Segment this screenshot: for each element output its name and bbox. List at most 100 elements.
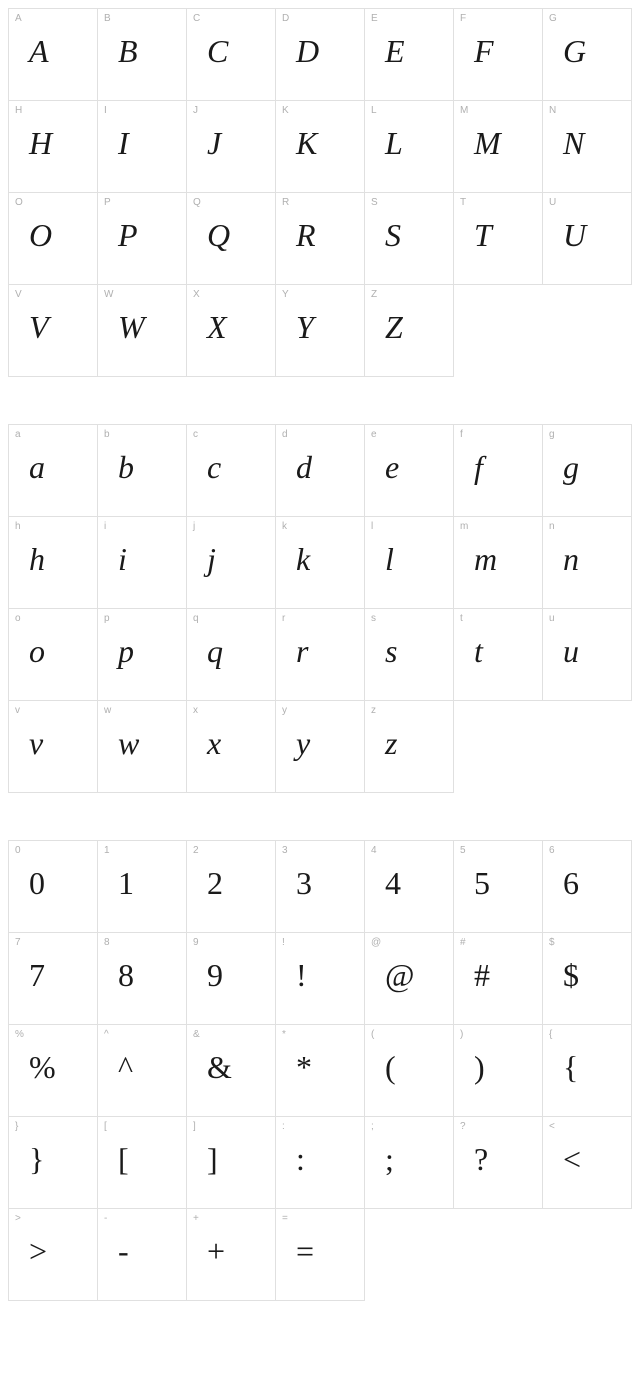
- glyph-cell[interactable]: OO: [9, 193, 98, 285]
- glyph-cell[interactable]: DD: [276, 9, 365, 101]
- glyph-cell[interactable]: kk: [276, 517, 365, 609]
- glyph-cell[interactable]: MM: [454, 101, 543, 193]
- glyph-cell[interactable]: }}: [9, 1117, 98, 1209]
- glyph-cell[interactable]: ??: [454, 1117, 543, 1209]
- glyph-row: VVWWXXYYZZ: [9, 285, 632, 377]
- glyph-cell[interactable]: ]]: [187, 1117, 276, 1209]
- glyph-cell[interactable]: ii: [98, 517, 187, 609]
- glyph-display: g: [543, 447, 631, 487]
- glyph-cell[interactable]: GG: [543, 9, 632, 101]
- glyph-cell[interactable]: oo: [9, 609, 98, 701]
- glyph-label: i: [104, 521, 106, 532]
- glyph-cell[interactable]: mm: [454, 517, 543, 609]
- glyph-cell[interactable]: )): [454, 1025, 543, 1117]
- glyph-cell[interactable]: tt: [454, 609, 543, 701]
- glyph-cell[interactable]: 77: [9, 933, 98, 1025]
- glyph-cell[interactable]: pp: [98, 609, 187, 701]
- glyph-display: E: [365, 31, 453, 71]
- glyph-cell[interactable]: !!: [276, 933, 365, 1025]
- glyph-row: OOPPQQRRSSTTUU: [9, 193, 632, 285]
- glyph-section-numbers-symbols: 00112233445566 778899!!@@##$$%%^^&&**(())…: [8, 840, 632, 1306]
- glyph-cell[interactable]: UU: [543, 193, 632, 285]
- glyph-cell[interactable]: 44: [365, 841, 454, 933]
- glyph-cell[interactable]: JJ: [187, 101, 276, 193]
- glyph-cell[interactable]: WW: [98, 285, 187, 377]
- empty-cell: [365, 1209, 454, 1301]
- glyph-cell[interactable]: **: [276, 1025, 365, 1117]
- glyph-cell[interactable]: hh: [9, 517, 98, 609]
- glyph-cell[interactable]: 22: [187, 841, 276, 933]
- glyph-cell[interactable]: TT: [454, 193, 543, 285]
- glyph-cell[interactable]: dd: [276, 425, 365, 517]
- glyph-cell[interactable]: xx: [187, 701, 276, 793]
- glyph-cell[interactable]: 66: [543, 841, 632, 933]
- glyph-cell[interactable]: RR: [276, 193, 365, 285]
- glyph-cell[interactable]: [[: [98, 1117, 187, 1209]
- glyph-cell[interactable]: ll: [365, 517, 454, 609]
- glyph-cell[interactable]: >>: [9, 1209, 98, 1301]
- glyph-cell[interactable]: 55: [454, 841, 543, 933]
- glyph-cell[interactable]: ==: [276, 1209, 365, 1301]
- glyph-cell[interactable]: ww: [98, 701, 187, 793]
- glyph-cell[interactable]: VV: [9, 285, 98, 377]
- glyph-cell[interactable]: SS: [365, 193, 454, 285]
- glyph-cell[interactable]: 88: [98, 933, 187, 1025]
- glyph-cell[interactable]: KK: [276, 101, 365, 193]
- glyph-label: O: [15, 197, 23, 208]
- glyph-cell[interactable]: ##: [454, 933, 543, 1025]
- glyph-cell[interactable]: nn: [543, 517, 632, 609]
- glyph-cell[interactable]: {{: [543, 1025, 632, 1117]
- glyph-cell[interactable]: ff: [454, 425, 543, 517]
- glyph-cell[interactable]: AA: [9, 9, 98, 101]
- glyph-cell[interactable]: <<: [543, 1117, 632, 1209]
- glyph-cell[interactable]: ee: [365, 425, 454, 517]
- glyph-cell[interactable]: ^^: [98, 1025, 187, 1117]
- glyph-display: I: [98, 123, 186, 163]
- glyph-cell[interactable]: ZZ: [365, 285, 454, 377]
- glyph-cell[interactable]: LL: [365, 101, 454, 193]
- glyph-cell[interactable]: qq: [187, 609, 276, 701]
- glyph-cell[interactable]: bb: [98, 425, 187, 517]
- glyph-cell[interactable]: ++: [187, 1209, 276, 1301]
- glyph-cell[interactable]: uu: [543, 609, 632, 701]
- glyph-cell[interactable]: PP: [98, 193, 187, 285]
- glyph-cell[interactable]: HH: [9, 101, 98, 193]
- glyph-cell[interactable]: $$: [543, 933, 632, 1025]
- glyph-cell[interactable]: ((: [365, 1025, 454, 1117]
- glyph-cell[interactable]: %%: [9, 1025, 98, 1117]
- glyph-cell[interactable]: FF: [454, 9, 543, 101]
- glyph-label: T: [460, 197, 466, 208]
- glyph-cell[interactable]: CC: [187, 9, 276, 101]
- glyph-cell[interactable]: ss: [365, 609, 454, 701]
- glyph-cell[interactable]: XX: [187, 285, 276, 377]
- glyph-cell[interactable]: &&: [187, 1025, 276, 1117]
- glyph-label: X: [193, 289, 200, 300]
- glyph-cell[interactable]: NN: [543, 101, 632, 193]
- glyph-cell[interactable]: 00: [9, 841, 98, 933]
- glyph-cell[interactable]: 11: [98, 841, 187, 933]
- glyph-cell[interactable]: BB: [98, 9, 187, 101]
- glyph-cell[interactable]: QQ: [187, 193, 276, 285]
- glyph-cell[interactable]: gg: [543, 425, 632, 517]
- glyph-cell[interactable]: 33: [276, 841, 365, 933]
- glyph-cell[interactable]: jj: [187, 517, 276, 609]
- glyph-cell[interactable]: zz: [365, 701, 454, 793]
- glyph-cell[interactable]: cc: [187, 425, 276, 517]
- glyph-label: z: [371, 705, 376, 716]
- empty-cell: [543, 701, 632, 793]
- glyph-cell[interactable]: yy: [276, 701, 365, 793]
- glyph-cell[interactable]: rr: [276, 609, 365, 701]
- glyph-cell[interactable]: II: [98, 101, 187, 193]
- glyph-cell[interactable]: vv: [9, 701, 98, 793]
- glyph-cell[interactable]: EE: [365, 9, 454, 101]
- glyph-cell[interactable]: --: [98, 1209, 187, 1301]
- glyph-cell[interactable]: ;;: [365, 1117, 454, 1209]
- glyph-cell[interactable]: YY: [276, 285, 365, 377]
- glyph-cell[interactable]: @@: [365, 933, 454, 1025]
- glyph-row: %%^^&&**(()){{: [9, 1025, 632, 1117]
- glyph-cell[interactable]: aa: [9, 425, 98, 517]
- glyph-cell[interactable]: ::: [276, 1117, 365, 1209]
- glyph-display: 3: [276, 863, 364, 903]
- glyph-display: d: [276, 447, 364, 487]
- glyph-cell[interactable]: 99: [187, 933, 276, 1025]
